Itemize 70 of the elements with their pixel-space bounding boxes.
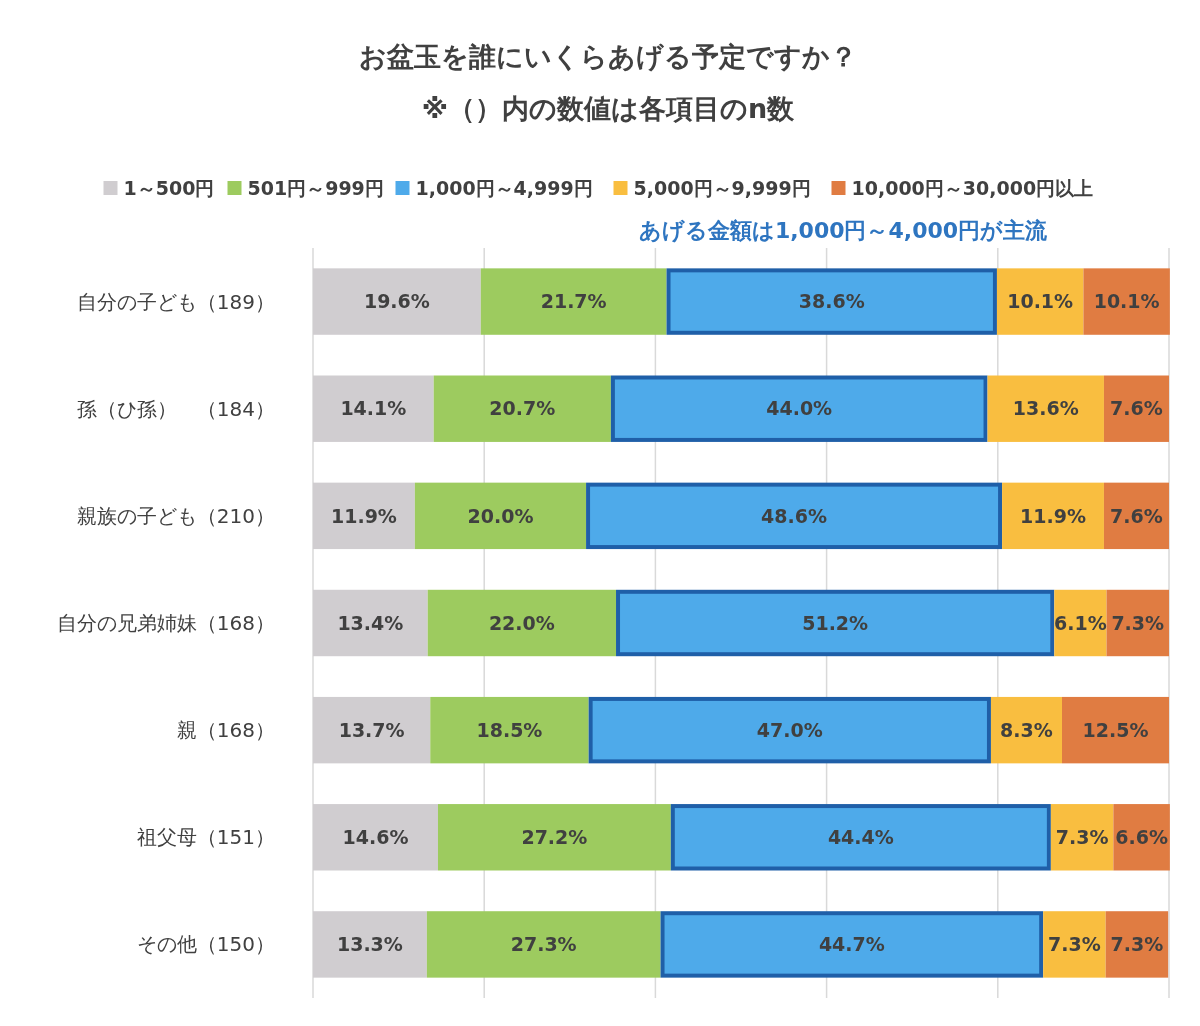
data-label: 6.6% xyxy=(1115,825,1168,848)
y-tick-label: 親（168） xyxy=(176,718,275,743)
data-label: 7.3% xyxy=(1055,825,1109,848)
data-label: 13.4% xyxy=(337,611,404,634)
data-label: 13.3% xyxy=(336,933,403,956)
bar xyxy=(437,804,671,871)
data-label: 13.7% xyxy=(338,718,405,741)
y-tick-label: 祖父母（151） xyxy=(136,825,275,850)
data-label: 44.0% xyxy=(766,397,833,420)
data-label: 13.6% xyxy=(1012,397,1079,420)
bar xyxy=(987,375,1104,442)
data-label: 51.2% xyxy=(802,611,869,634)
bar xyxy=(1113,804,1170,871)
data-label: 11.9% xyxy=(330,504,397,527)
bar xyxy=(996,268,1084,335)
bar xyxy=(1105,911,1169,978)
data-label: 14.6% xyxy=(342,825,409,848)
legend-label: 10,000円～30,000円以上 xyxy=(851,176,1094,199)
bar xyxy=(1106,589,1169,657)
bar xyxy=(1062,696,1169,764)
legend-label: 5,000円～9,999円 xyxy=(633,176,811,199)
legend-label: 1,000円～4,999円 xyxy=(415,176,593,199)
bar xyxy=(1103,375,1169,442)
legend-label: 1～500円 xyxy=(123,176,215,199)
data-label: 27.3% xyxy=(510,933,577,956)
data-label: 20.0% xyxy=(467,504,534,527)
data-label: 6.1% xyxy=(1054,611,1107,634)
text: あげる金額は1,000円～4,000円が主流 xyxy=(638,218,1049,243)
data-label: 10.1% xyxy=(1007,290,1074,313)
chart-title: お盆玉を誰にいくらあげる予定ですか？ xyxy=(359,41,857,72)
bar xyxy=(1002,482,1104,550)
data-label: 47.0% xyxy=(756,718,823,741)
data-label: 7.3% xyxy=(1048,933,1101,956)
data-label: 7.3% xyxy=(1110,933,1164,956)
y-tick-label: 親族の子ども（210） xyxy=(76,503,275,528)
y-tick-label: 自分の兄弟姉妹（168） xyxy=(56,611,275,635)
data-label: 11.9% xyxy=(1020,504,1086,527)
bar xyxy=(1103,482,1169,550)
data-label: 8.3% xyxy=(1000,718,1053,741)
bar xyxy=(433,375,611,442)
data-label: 7.6% xyxy=(1110,397,1163,420)
bar xyxy=(414,482,587,550)
data-label: 7.6% xyxy=(1110,504,1163,527)
data-label: 14.1% xyxy=(340,397,407,420)
bar xyxy=(427,589,617,657)
data-label: 7.3% xyxy=(1111,611,1165,634)
chart-subtitle: ※（）内の数値は各項目のn数 xyxy=(421,93,796,124)
data-label: 21.7% xyxy=(540,290,607,313)
data-label: 38.6% xyxy=(798,290,865,313)
data-label: 48.6% xyxy=(761,504,828,527)
legend-label: 501円～999円 xyxy=(247,176,384,199)
bar xyxy=(480,268,667,335)
bar xyxy=(1050,804,1114,871)
bar xyxy=(426,911,661,978)
y-tick-label: その他（150） xyxy=(136,932,275,957)
bar xyxy=(1083,268,1170,335)
data-label: 22.0% xyxy=(488,611,555,634)
data-label: 18.5% xyxy=(476,718,543,741)
data-label: 19.6% xyxy=(363,290,430,313)
data-label: 44.4% xyxy=(827,825,894,848)
data-label: 20.7% xyxy=(489,397,556,420)
bar xyxy=(1043,911,1106,978)
y-tick-label: 自分の子ども（189） xyxy=(76,289,275,314)
data-label: 27.2% xyxy=(521,825,588,848)
bar xyxy=(990,696,1062,764)
data-label: 12.5% xyxy=(1082,718,1149,741)
y-tick-label: 孫（ひ孫） （184） xyxy=(76,396,275,421)
bar xyxy=(430,696,589,764)
data-label: 10.1% xyxy=(1093,290,1160,313)
data-label: 44.7% xyxy=(818,933,885,956)
